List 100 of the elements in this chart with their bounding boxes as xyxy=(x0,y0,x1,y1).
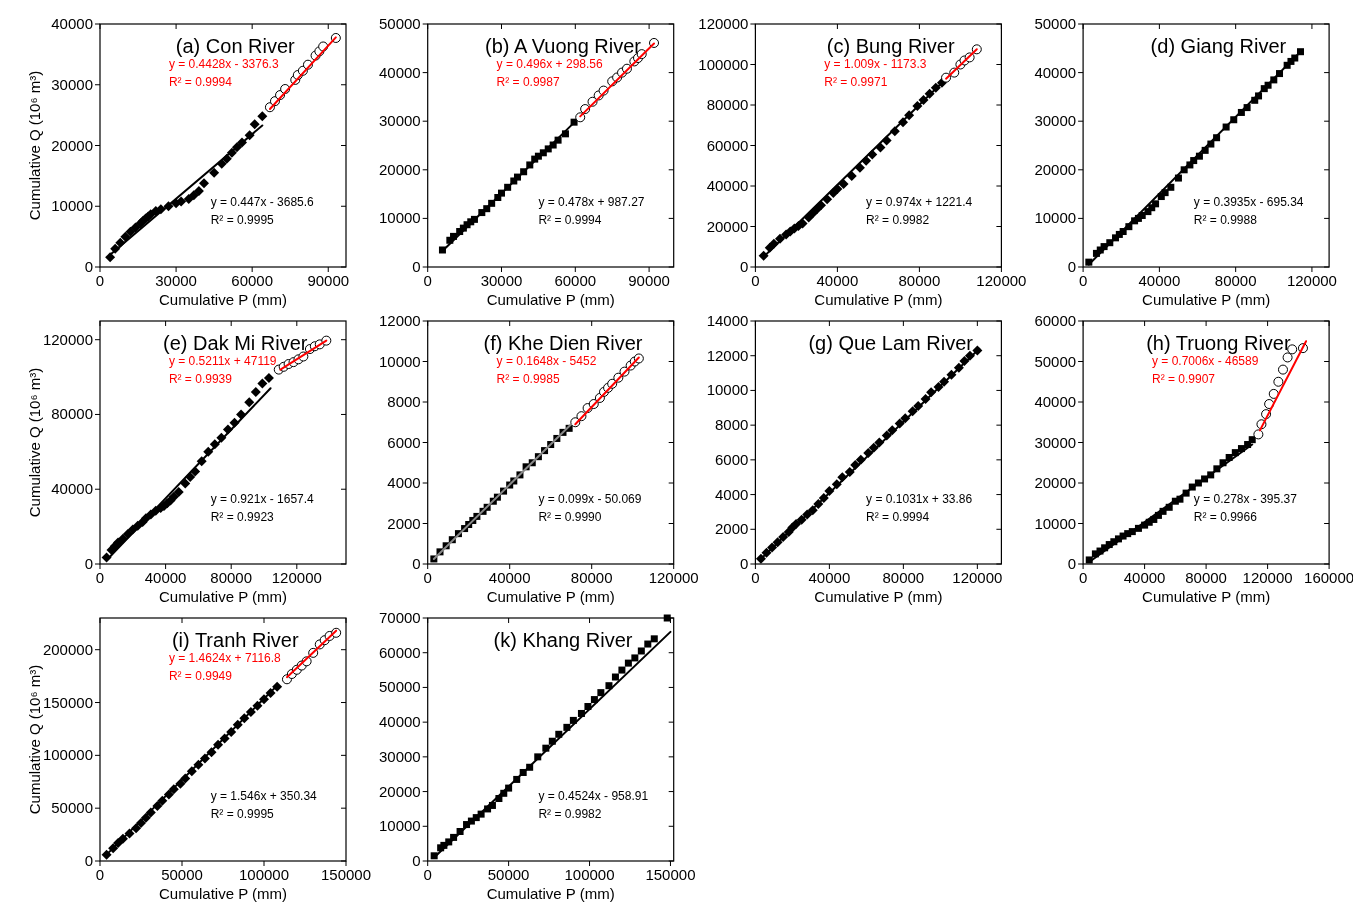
annotation: y = 0.447x - 3685.6 xyxy=(210,195,315,210)
y-tick-label: 40000 xyxy=(51,15,93,32)
x-tick-label: 120000 xyxy=(952,569,1003,586)
x-tick-label: 40000 xyxy=(144,569,187,586)
annotation: y = 0.496x + 298.56 xyxy=(496,56,603,71)
x-tick-label: 0 xyxy=(423,569,432,586)
x-tick-label: 90000 xyxy=(307,272,350,289)
y-tick-label: 0 xyxy=(84,258,93,275)
y-tick-label: 30000 xyxy=(1034,112,1077,130)
point xyxy=(631,654,639,662)
x-tick-label: 50000 xyxy=(487,866,530,883)
y-tick-label: 10000 xyxy=(51,197,93,215)
y-tick-label: 80000 xyxy=(706,96,749,113)
y-tick-label: 70000 xyxy=(378,609,421,626)
point xyxy=(611,673,619,681)
annotation: R² = 0.9994 xyxy=(168,74,233,89)
y-tick-label: 50000 xyxy=(378,15,421,32)
annotation: R² = 0.9990 xyxy=(538,510,602,525)
point xyxy=(1152,200,1160,208)
x-tick-label: 40000 xyxy=(488,569,531,586)
x-tick-label: 30000 xyxy=(480,272,523,289)
point xyxy=(263,373,274,384)
annotation: R² = 0.9995 xyxy=(210,807,275,822)
point xyxy=(209,167,220,178)
point xyxy=(249,119,260,130)
x-tick-label: 0 xyxy=(95,272,105,289)
x-axis-title: Cumulative P (mm) xyxy=(486,588,615,605)
text: (i) Tranh River xyxy=(171,629,299,651)
point xyxy=(575,112,586,123)
x-tick-label: 80000 xyxy=(210,569,253,586)
point xyxy=(244,397,255,408)
y-tick-label: 40000 xyxy=(1034,63,1077,81)
point xyxy=(624,659,632,667)
y-tick-label: 0 xyxy=(412,258,421,275)
y-tick-label: 10000 xyxy=(706,381,749,399)
x-tick-label: 0 xyxy=(751,569,760,586)
x-tick-label: 100000 xyxy=(564,866,615,883)
y-tick-label: 60000 xyxy=(378,643,421,661)
x-tick-label: 100000 xyxy=(238,866,290,883)
y-tick-label: 30000 xyxy=(378,112,421,130)
annotation: y = 0.099x - 50.069 xyxy=(538,492,642,507)
x-tick-label: 0 xyxy=(423,866,432,883)
point xyxy=(838,178,849,189)
annotation: y = 0.1648x - 5452 xyxy=(496,353,597,368)
annotation: y = 0.4524x - 958.91 xyxy=(538,789,649,804)
y-tick-label: 40000 xyxy=(378,63,421,81)
y-tick-label: 0 xyxy=(1067,555,1077,572)
y-tick-label: 60000 xyxy=(1034,312,1077,329)
annotation: R² = 0.9985 xyxy=(496,371,560,386)
y-tick-label: 10000 xyxy=(378,817,421,835)
text: (e) Dak Mi River xyxy=(163,332,308,354)
y-tick-label: 30000 xyxy=(378,747,421,765)
point xyxy=(193,186,204,197)
y-tick-label: 0 xyxy=(1067,258,1077,275)
point xyxy=(188,190,199,201)
x-tick-label: 0 xyxy=(95,569,105,586)
y-tick-label: 6000 xyxy=(387,433,421,451)
annotation: y = 1.546x + 350.34 xyxy=(210,789,318,804)
x-tick-label: 120000 xyxy=(976,272,1027,289)
text: (b) A Vuong River xyxy=(484,35,642,57)
point xyxy=(1268,388,1279,399)
y-tick-label: 12000 xyxy=(378,312,421,329)
x-tick-label: 0 xyxy=(1078,272,1088,289)
annotation: y = 0.921x - 1657.4 xyxy=(210,492,315,507)
y-tick-label: 150000 xyxy=(42,693,93,711)
x-axis-title: Cumulative P (mm) xyxy=(158,588,288,605)
y-tick-label: 40000 xyxy=(1034,393,1077,410)
annotation: R² = 0.9949 xyxy=(168,668,233,683)
annotation: y = 0.7006x - 46589 xyxy=(1151,353,1259,368)
y-tick-label: 200000 xyxy=(42,640,93,658)
x-tick-label: 60000 xyxy=(554,272,597,289)
y-tick-label: 0 xyxy=(412,852,421,869)
point xyxy=(125,226,136,237)
y-tick-label: 50000 xyxy=(51,799,93,817)
y-tick-label: 20000 xyxy=(51,136,93,154)
x-tick-label: 80000 xyxy=(1185,569,1227,586)
y-tick-label: 40000 xyxy=(51,480,93,498)
y-tick-label: 8000 xyxy=(387,393,421,410)
x-tick-label: 40000 xyxy=(1138,272,1181,289)
x-tick-label: 0 xyxy=(95,866,105,883)
y-tick-label: 4000 xyxy=(387,474,421,491)
x-tick-label: 120000 xyxy=(1286,272,1337,289)
y-tick-label: 10000 xyxy=(378,209,421,227)
point xyxy=(180,478,191,489)
annotation: y = 0.3935x - 695.34 xyxy=(1193,195,1304,210)
point xyxy=(637,647,645,655)
y-tick-label: 50000 xyxy=(378,678,421,696)
x-tick-label: 160000 xyxy=(1304,569,1353,586)
y-tick-label: 20000 xyxy=(706,217,749,235)
text: (g) Que Lam River xyxy=(808,332,974,354)
x-axis-title: Cumulative P (mm) xyxy=(486,885,615,902)
annotation: y = 0.278x - 395.37 xyxy=(1193,492,1298,507)
text: (h) Truong River xyxy=(1146,332,1291,354)
x-tick-label: 80000 xyxy=(570,569,613,586)
y-tick-label: 0 xyxy=(412,555,421,572)
annotation: y = 1.4624x + 7116.8 xyxy=(168,650,282,665)
x-tick-label: 40000 xyxy=(816,272,859,289)
x-tick-label: 150000 xyxy=(645,866,696,883)
y-tick-label: 6000 xyxy=(715,450,749,468)
y-tick-label: 10000 xyxy=(1034,514,1077,532)
